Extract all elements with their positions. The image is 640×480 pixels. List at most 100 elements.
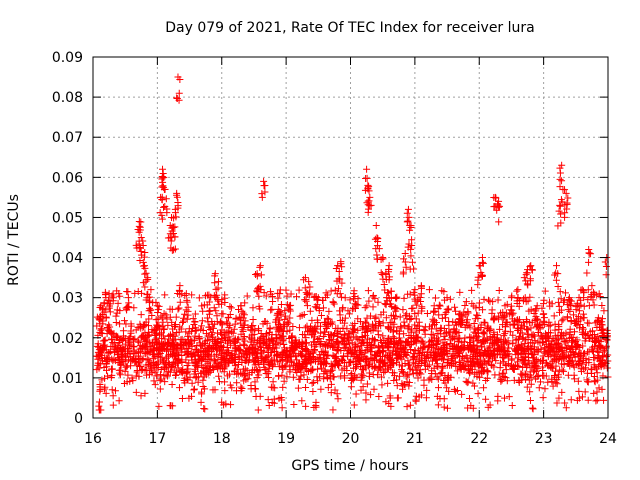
data-point xyxy=(403,378,411,386)
data-point xyxy=(383,294,391,302)
data-point xyxy=(264,396,272,404)
data-point xyxy=(441,335,449,343)
data-point xyxy=(465,369,473,377)
data-point xyxy=(561,289,569,297)
data-point xyxy=(273,352,281,360)
data-point xyxy=(187,336,195,344)
data-point xyxy=(202,357,210,365)
data-point xyxy=(192,358,200,366)
data-point xyxy=(543,359,551,367)
data-point xyxy=(567,396,575,404)
data-point xyxy=(575,302,583,310)
data-point xyxy=(241,351,249,359)
data-point xyxy=(566,297,574,305)
data-point xyxy=(261,188,269,196)
data-point xyxy=(210,304,218,312)
data-point xyxy=(558,177,566,185)
data-point xyxy=(149,299,157,307)
data-point xyxy=(127,357,135,365)
data-point xyxy=(317,340,325,348)
data-point xyxy=(254,325,262,333)
data-point xyxy=(496,359,504,367)
data-point xyxy=(160,203,168,211)
data-point xyxy=(341,331,349,339)
data-point xyxy=(109,392,117,400)
data-point xyxy=(540,314,548,322)
data-point xyxy=(456,288,464,296)
data-point xyxy=(443,384,451,392)
data-point xyxy=(144,347,152,355)
data-point xyxy=(494,397,502,405)
data-point xyxy=(295,365,303,373)
data-point xyxy=(438,363,446,371)
data-point xyxy=(529,354,537,362)
data-point xyxy=(175,304,183,312)
data-point xyxy=(344,307,352,315)
data-point xyxy=(552,276,560,284)
data-point xyxy=(508,401,516,409)
data-point xyxy=(427,330,435,338)
data-point xyxy=(219,310,227,318)
data-point xyxy=(485,350,493,358)
data-point xyxy=(557,210,565,218)
data-point xyxy=(300,276,308,284)
data-point xyxy=(237,347,245,355)
data-point xyxy=(168,246,176,254)
data-point xyxy=(199,307,207,315)
data-point xyxy=(163,315,171,323)
data-point xyxy=(170,349,178,357)
data-point xyxy=(199,376,207,384)
data-point xyxy=(413,301,421,309)
data-point xyxy=(414,333,422,341)
data-point xyxy=(255,284,263,292)
data-point xyxy=(435,311,443,319)
data-point xyxy=(592,397,600,405)
data-point xyxy=(174,364,182,372)
data-point xyxy=(322,318,330,326)
data-point xyxy=(399,369,407,377)
data-point xyxy=(317,311,325,319)
y-tick-label: 0.05 xyxy=(52,210,83,226)
data-point xyxy=(425,323,433,331)
data-point xyxy=(155,351,163,359)
data-point xyxy=(442,346,450,354)
data-point xyxy=(354,315,362,323)
data-point xyxy=(169,229,177,237)
data-point xyxy=(158,211,166,219)
data-point xyxy=(384,288,392,296)
data-point xyxy=(254,336,262,344)
data-point xyxy=(266,325,274,333)
data-point xyxy=(319,332,327,340)
data-point xyxy=(390,369,398,377)
data-point xyxy=(316,322,324,330)
x-tick-label: 23 xyxy=(535,431,553,447)
data-point xyxy=(159,178,167,186)
data-point xyxy=(214,336,222,344)
data-point xyxy=(273,325,281,333)
data-point xyxy=(569,333,577,341)
data-point xyxy=(520,345,528,353)
data-point xyxy=(400,255,408,263)
data-point xyxy=(217,329,225,337)
data-point xyxy=(100,299,108,307)
data-point xyxy=(490,316,498,324)
data-point xyxy=(329,406,337,414)
data-point xyxy=(591,354,599,362)
data-point xyxy=(212,362,220,370)
data-point xyxy=(420,325,428,333)
data-point xyxy=(300,371,308,379)
data-point xyxy=(561,213,569,221)
data-point xyxy=(395,361,403,369)
data-point xyxy=(238,307,246,315)
data-point xyxy=(334,395,342,403)
data-point xyxy=(355,336,363,344)
data-point xyxy=(328,320,336,328)
data-point xyxy=(183,298,191,306)
data-point xyxy=(366,372,374,380)
data-point xyxy=(585,335,593,343)
data-point xyxy=(365,297,373,305)
data-point xyxy=(277,394,285,402)
data-point xyxy=(139,242,147,250)
data-point xyxy=(379,255,387,263)
y-tick-label: 0 xyxy=(74,411,83,427)
